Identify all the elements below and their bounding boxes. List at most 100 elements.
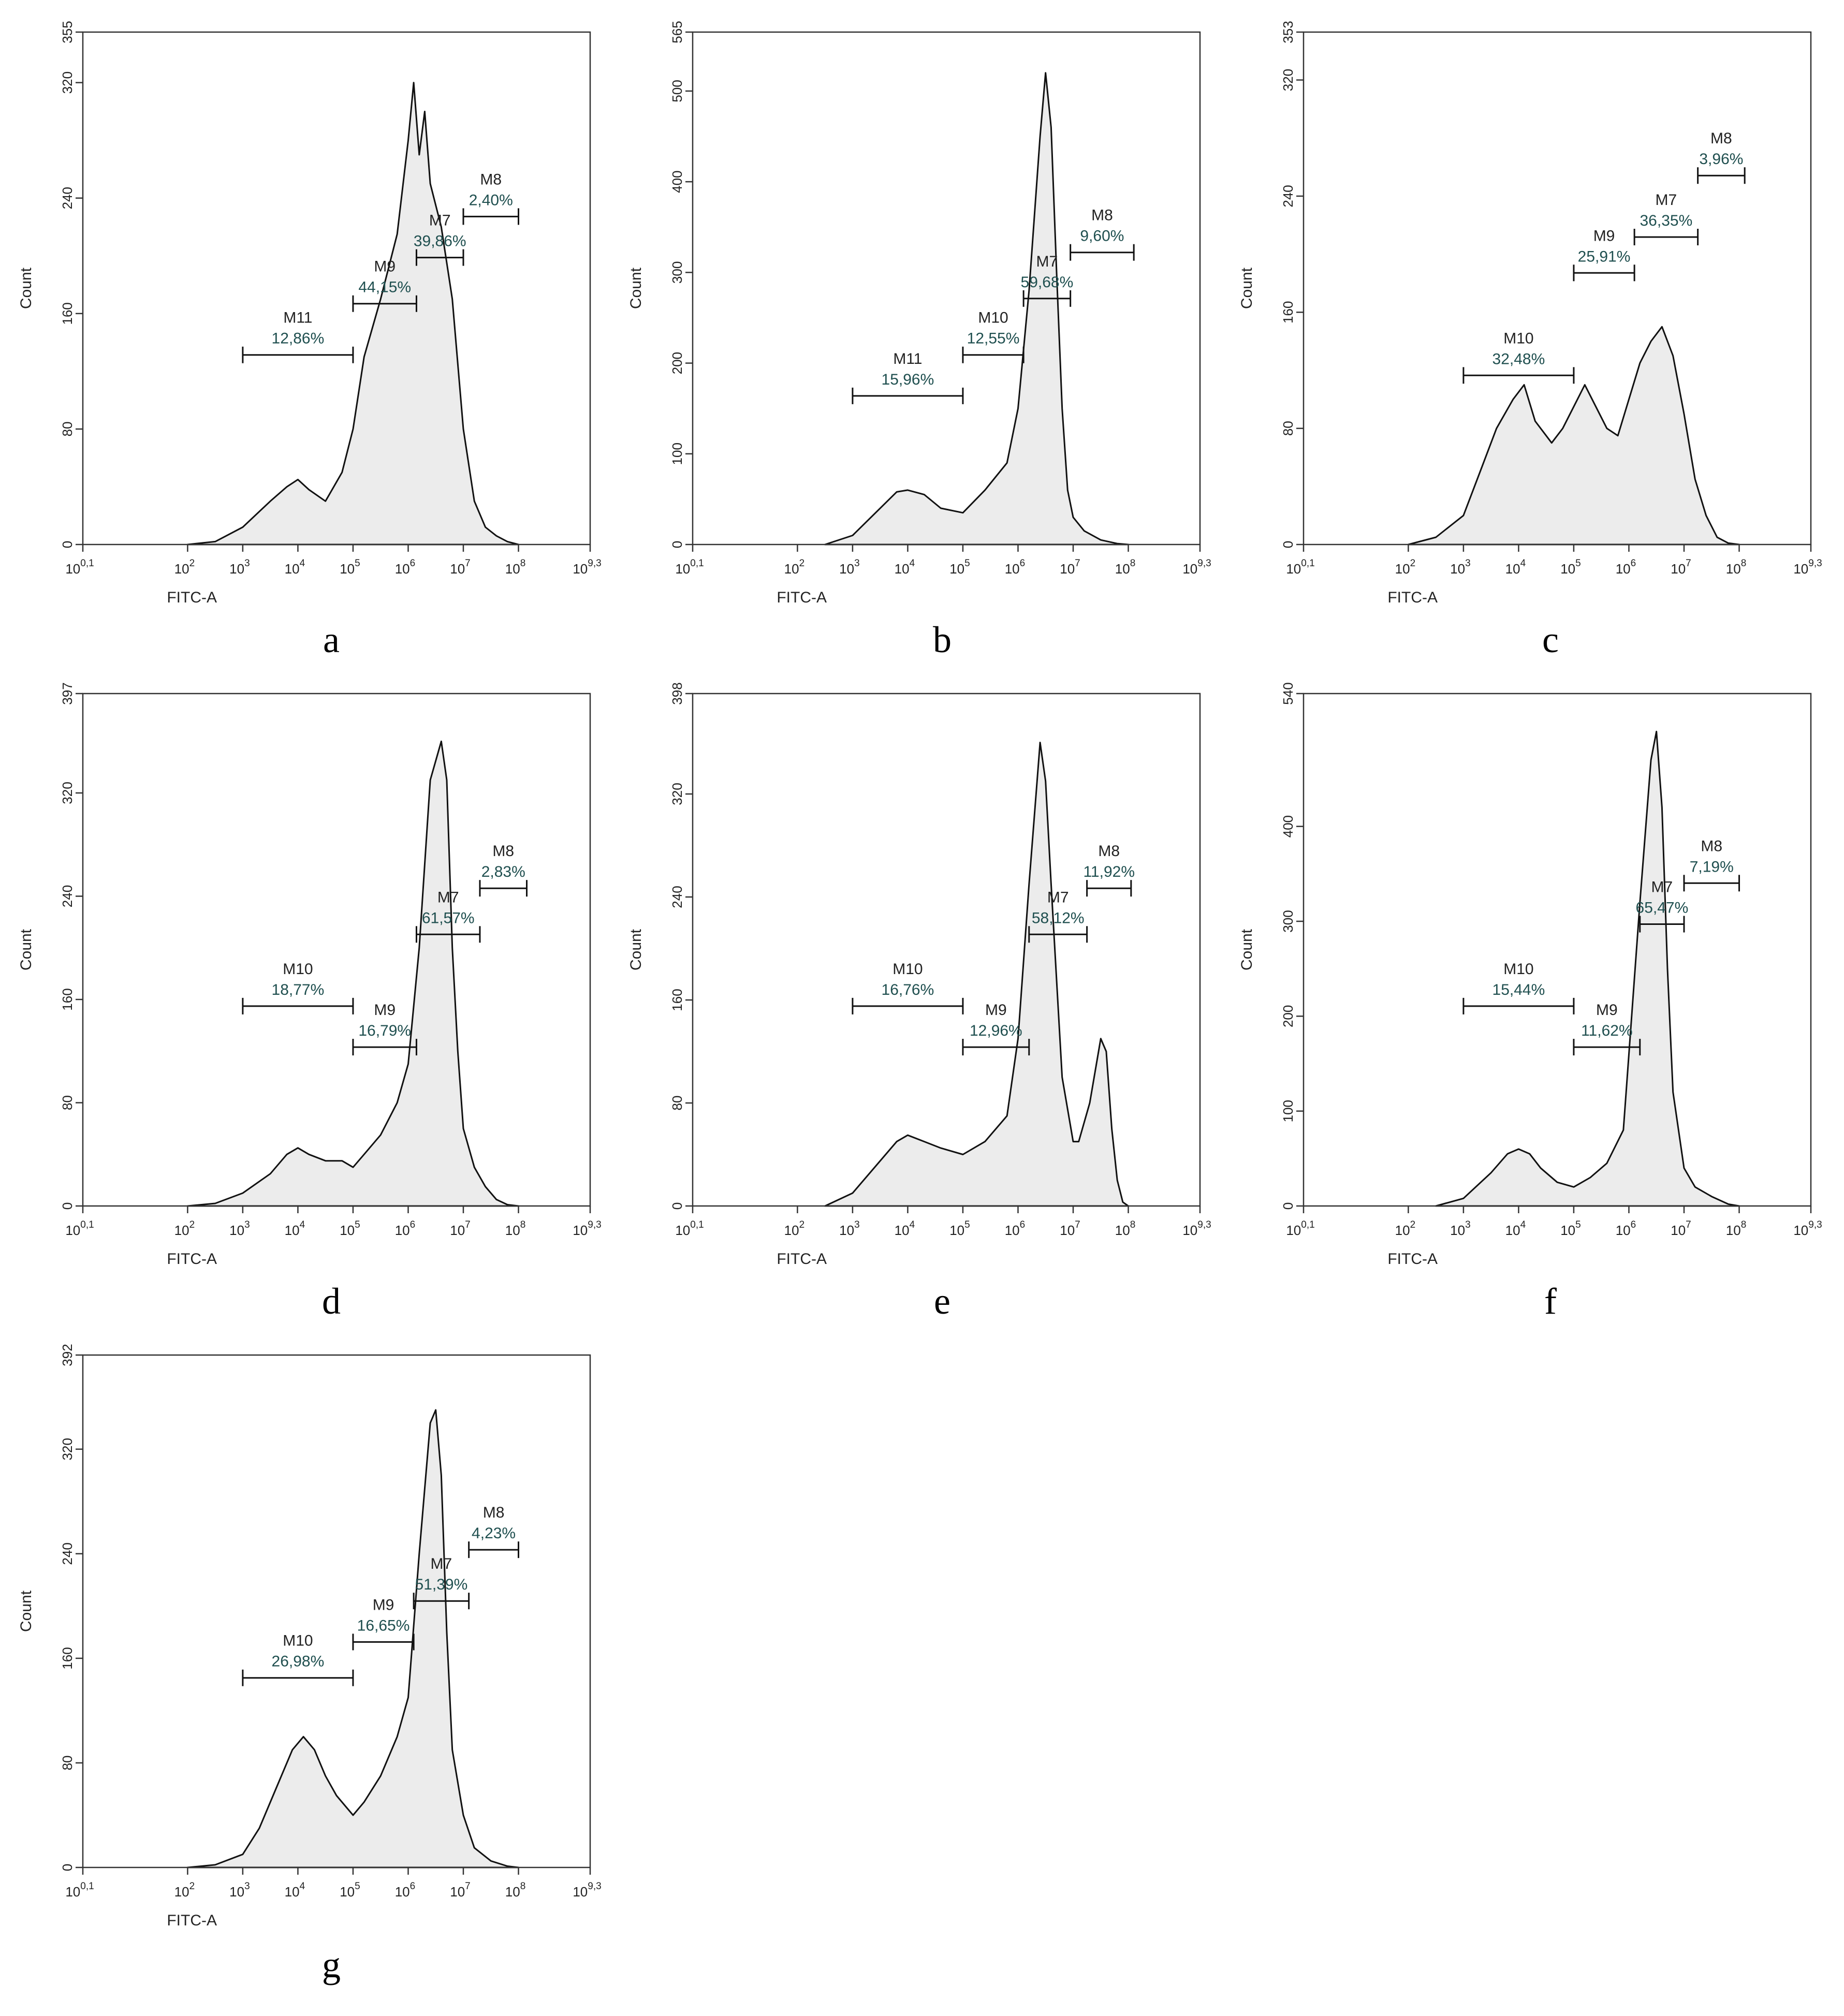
gate-m8-b: M8 9,60%: [1070, 207, 1135, 261]
plot-frame-a: [82, 31, 591, 546]
y-tick-label-g-0: 0: [60, 1864, 75, 1871]
x-axis-title-d: FITC-A: [167, 1250, 217, 1268]
x-tick-label-c-5: 106: [1616, 558, 1636, 577]
y-tick-label-e-5: 398: [669, 682, 685, 704]
gate-label: M9: [374, 258, 396, 275]
gate-label: M10: [892, 961, 923, 978]
gate-percent: 2,40%: [469, 192, 513, 209]
y-axis-title-c: Count: [1238, 267, 1255, 309]
gate-percent: 12,86%: [272, 330, 325, 347]
gate-m7-a: M7 39,86%: [414, 212, 466, 266]
x-tick-label-f-6: 107: [1671, 1219, 1691, 1238]
chart-panel-e: 100,1 102 103 104 105 106 107 108 109,3 0 80 160 240…: [627, 682, 1211, 1322]
y-tick-label-f-5: 540: [1280, 682, 1296, 704]
y-tick-label-g-3: 240: [60, 1542, 75, 1565]
panel-letter-c: c: [1542, 619, 1559, 660]
x-tick-label-b-7: 108: [1115, 558, 1136, 577]
gate-m11-a: M11 12,86%: [242, 310, 354, 363]
gate-label: M10: [978, 310, 1008, 327]
gate-m10-e: M10 16,76%: [852, 961, 964, 1014]
x-tick-label-e-0: 100,1: [675, 1219, 704, 1238]
gate-m9-a: M9 44,15%: [352, 258, 417, 312]
chart-panel-g: 100,1 102 103 104 105 106 107 108 109,3 0 80 160 240…: [18, 1344, 602, 1985]
x-axis-title-e: FITC-A: [777, 1250, 827, 1268]
gate-label: M9: [1596, 1002, 1618, 1019]
y-tick-label-b-0: 0: [669, 541, 685, 548]
y-tick-label-f-0: 0: [1280, 1202, 1296, 1210]
x-tick-label-b-2: 103: [839, 558, 860, 577]
x-tick-label-f-3: 104: [1505, 1219, 1526, 1238]
y-tick-label-e-2: 160: [669, 989, 685, 1011]
gate-percent: 15,44%: [1492, 981, 1545, 998]
x-tick-label-a-3: 104: [285, 558, 305, 577]
gate-percent: 58,12%: [1032, 909, 1085, 926]
x-tick-label-f-7: 108: [1726, 1219, 1747, 1238]
x-tick-label-g-4: 105: [340, 1881, 360, 1900]
plot-frame-c: [1302, 31, 1812, 546]
x-tick-label-c-1: 102: [1395, 558, 1416, 577]
x-tick-label-g-5: 106: [395, 1881, 416, 1900]
gate-label: M8: [492, 843, 514, 860]
gate-m7-e: M7 58,12%: [1028, 889, 1088, 943]
y-tick-label-d-5: 397: [60, 682, 75, 704]
x-tick-label-c-4: 105: [1560, 558, 1581, 577]
x-tick-label-a-6: 107: [450, 558, 471, 577]
x-tick-label-c-8: 109,3: [1793, 558, 1822, 577]
panel-letter-f: f: [1544, 1281, 1557, 1322]
y-tick-label-c-4: 320: [1280, 69, 1296, 91]
gate-percent: 36,35%: [1640, 212, 1693, 229]
gate-m8-g: M8 4,23%: [468, 1504, 520, 1558]
chart-panel-b: 100,1 102 103 104 105 106 107 108 109,3 0 100 200 30…: [627, 21, 1211, 660]
x-tick-label-b-1: 102: [784, 558, 805, 577]
y-axis-title-e: Count: [627, 929, 645, 970]
gate-label: M11: [283, 310, 312, 327]
gate-percent: 7,19%: [1690, 858, 1734, 875]
y-tick-label-g-5: 392: [60, 1344, 75, 1366]
x-tick-label-a-0: 100,1: [65, 558, 94, 577]
plot-frame-e: [692, 693, 1201, 1207]
x-tick-label-d-0: 100,1: [65, 1219, 94, 1238]
x-tick-label-e-4: 105: [949, 1219, 970, 1238]
x-tick-label-a-5: 106: [395, 558, 416, 577]
plot-frame-d: [82, 693, 591, 1207]
plot-frame-g: [82, 1354, 591, 1868]
y-tick-label-c-3: 240: [1280, 185, 1296, 207]
gate-label: M7: [1036, 253, 1058, 270]
y-tick-label-f-3: 300: [1280, 910, 1296, 932]
x-tick-label-a-4: 105: [340, 558, 360, 577]
y-tick-label-e-4: 320: [669, 783, 685, 805]
gate-label: M9: [1593, 227, 1615, 244]
gate-m7-g: M7 51,39%: [413, 1555, 470, 1610]
gate-percent: 11,62%: [1581, 1022, 1633, 1039]
x-tick-label-b-6: 107: [1060, 558, 1080, 577]
panel-letter-g: g: [322, 1944, 341, 1985]
y-tick-label-a-1: 80: [60, 421, 75, 436]
gate-m8-c: M8 3,96%: [1697, 130, 1746, 184]
y-tick-label-b-4: 400: [669, 170, 685, 193]
gate-percent: 51,39%: [415, 1576, 468, 1593]
gate-percent: 59,68%: [1021, 274, 1074, 291]
gate-m7-f: M7 65,47%: [1636, 879, 1688, 933]
gate-percent: 32,48%: [1492, 350, 1545, 367]
x-tick-label-e-5: 106: [1005, 1219, 1026, 1238]
y-tick-label-e-0: 0: [669, 1202, 685, 1210]
gate-m11-b: M11 15,96%: [852, 350, 964, 404]
x-tick-label-d-5: 106: [395, 1219, 416, 1238]
x-tick-label-b-5: 106: [1005, 558, 1026, 577]
y-tick-label-a-4: 320: [60, 71, 75, 94]
x-axis-title-a: FITC-A: [167, 589, 217, 606]
y-tick-label-b-1: 100: [669, 443, 685, 465]
gate-m10-f: M10 15,44%: [1462, 961, 1575, 1014]
x-tick-label-d-7: 108: [505, 1219, 526, 1238]
histogram-f: [1435, 730, 1740, 1207]
x-tick-label-f-5: 106: [1616, 1219, 1636, 1238]
x-tick-label-a-8: 109,3: [573, 558, 601, 577]
x-tick-label-e-8: 109,3: [1182, 1219, 1211, 1238]
x-tick-label-d-3: 104: [285, 1219, 305, 1238]
gate-m7-b: M7 59,68%: [1021, 253, 1074, 307]
y-tick-label-e-3: 240: [669, 886, 685, 908]
gate-percent: 39,86%: [414, 233, 466, 250]
gate-m10-c: M10 32,48%: [1462, 330, 1575, 384]
histogram-c: [1407, 326, 1740, 546]
histogram-g: [186, 1409, 519, 1868]
